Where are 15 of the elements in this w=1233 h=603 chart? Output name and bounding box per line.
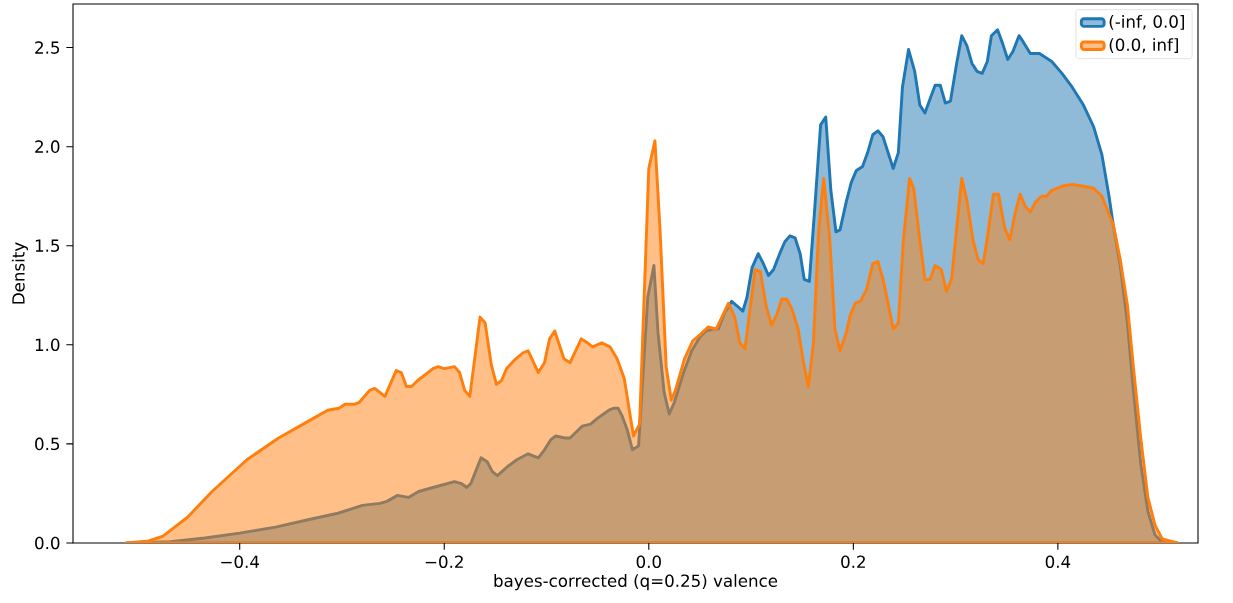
x-tick-label: 0.0: [636, 555, 661, 569]
x-tick-label: 0.4: [1045, 555, 1071, 569]
y-tick-label: 0.5: [35, 437, 60, 451]
y-tick-label: 0.0: [35, 536, 60, 550]
y-tick-label: 1.0: [35, 338, 60, 352]
x-tick-label: −0.2: [425, 555, 463, 569]
y-tick-label: 2.5: [35, 41, 60, 54]
legend-label: (-inf, 0.0]: [1109, 14, 1184, 30]
x-tick-label: 0.2: [841, 555, 865, 569]
x-tick-label: −0.4: [221, 555, 259, 569]
x-axis-title: bayes-corrected (q=0.25) valence: [494, 574, 778, 591]
y-tick-label: 2.0: [35, 140, 60, 153]
legend-label: (0.0, inf]: [1109, 38, 1178, 53]
y-tick-label: 1.5: [35, 239, 60, 252]
y-axis-title: Density: [11, 242, 28, 304]
